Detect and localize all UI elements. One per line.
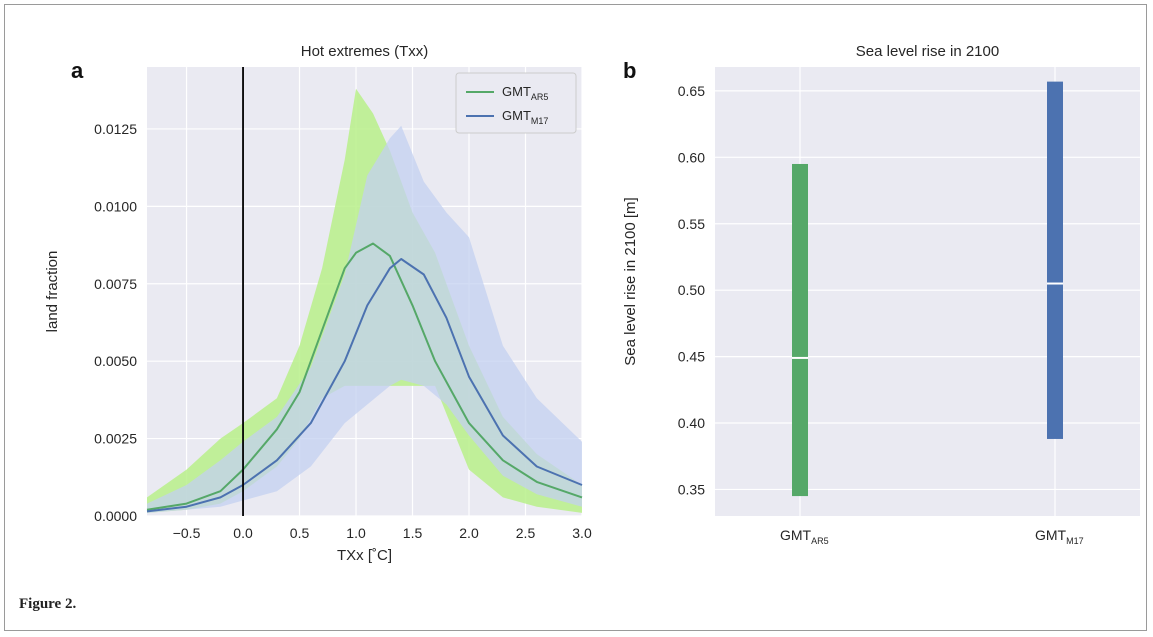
panel-a-label: a <box>71 58 84 83</box>
y-tick-label-b: 0.60 <box>678 149 705 165</box>
panel-a-title: Hot extremes (Txx) <box>301 43 429 60</box>
legend-box <box>455 72 577 134</box>
y-tick-label-b: 0.40 <box>678 415 705 431</box>
x-tick-label-a: 1.0 <box>346 525 366 541</box>
y-axis-label-b: Sea level rise in 2100 [m] <box>622 197 639 365</box>
panel-b-label: b <box>623 58 636 83</box>
panel-b-title: Sea level rise in 2100 <box>856 43 999 60</box>
y-tick-label-b: 0.65 <box>678 83 705 99</box>
y-tick-label-a: 0.0125 <box>94 121 137 137</box>
range-bar-ar5 <box>792 163 808 497</box>
figure-svg: −0.5 0.0 0.5 1.0 1.5 2.0 2.5 3.0 0.0000 0.0025 0.0… <box>44 43 1140 564</box>
figure-caption: Figure 2. <box>19 596 77 612</box>
figure-frame: −0.5 0.0 0.5 1.0 1.5 2.0 2.5 3.0 0.0000 0.0025 0.0… <box>4 4 1147 631</box>
x-tick-label-a: −0.5 <box>173 525 201 541</box>
y-tick-label-a: 0.0000 <box>94 508 137 524</box>
y-tick-label-a: 0.0100 <box>94 198 137 214</box>
y-tick-label-b: 0.50 <box>678 282 705 298</box>
range-bar-m17 <box>1047 81 1063 439</box>
y-tick-label-b: 0.45 <box>678 349 705 365</box>
x-tick-label-a: 1.5 <box>403 525 423 541</box>
y-tick-label-a: 0.0050 <box>94 353 137 369</box>
legend-label-ar5: GMTAR5 <box>502 84 548 102</box>
panel-b: 0.35 0.40 0.45 0.50 0.55 0.60 0.65 GMTAR5 GMTM17… <box>622 43 1140 546</box>
legend-label-m17: GMTM17 <box>502 108 548 126</box>
x-tick-label-a: 2.0 <box>459 525 479 541</box>
x-tick-label-a: 2.5 <box>516 525 536 541</box>
x-tick-label-a: 3.0 <box>572 525 592 541</box>
x-axis-label-a: TXx [˚C] <box>337 547 392 564</box>
y-tick-label-b: 0.35 <box>678 481 705 497</box>
x-tick-label-a: 0.5 <box>290 525 310 541</box>
x-tick-label-m17: GMTM17 <box>1035 527 1084 546</box>
y-axis-label-a: land fraction <box>44 251 61 333</box>
x-tick-label-a: 0.0 <box>233 525 253 541</box>
y-tick-label-b: 0.55 <box>678 216 705 232</box>
y-tick-label-a: 0.0025 <box>94 431 137 447</box>
plot-area-b <box>715 67 1140 516</box>
series-line-m17 <box>146 258 583 513</box>
y-tick-label-a: 0.0075 <box>94 276 137 292</box>
series-line-ar5 <box>146 242 583 511</box>
x-tick-label-ar5: GMTAR5 <box>780 527 829 546</box>
uncertainty-band-m17 <box>147 125 582 513</box>
panel-a: −0.5 0.0 0.5 1.0 1.5 2.0 2.5 3.0 0.0000 0.0025 0.0… <box>44 43 592 564</box>
